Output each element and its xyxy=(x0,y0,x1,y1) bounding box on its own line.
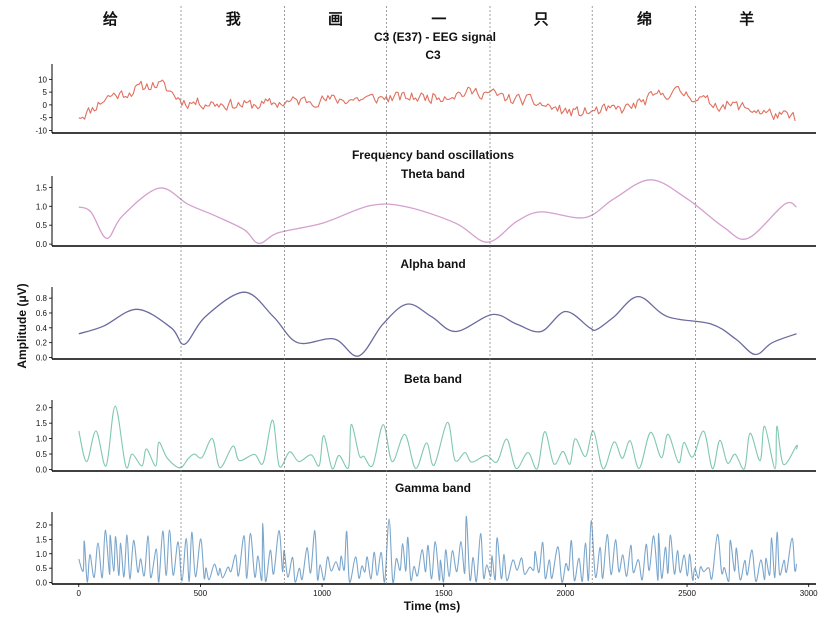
series-line-beta xyxy=(78,405,798,470)
x-axis-label: Time (ms) xyxy=(404,599,460,613)
word-label: 给 xyxy=(103,10,118,28)
series-line-gamma xyxy=(78,515,798,584)
word-label: 我 xyxy=(226,10,241,28)
y-axis-label: Amplitude (μV) xyxy=(15,283,29,368)
y-tick-label: 1.0 xyxy=(36,202,48,211)
band-heading: Frequency band oscillations xyxy=(352,148,514,162)
main-title: C3 (E37) - EEG signal xyxy=(374,30,496,44)
word-label: 羊 xyxy=(739,10,754,28)
y-tick-label: 0.0 xyxy=(36,354,48,363)
panel-title: Beta band xyxy=(404,372,462,386)
x-ticks: 0 500 1000 1500 2000 2500 3000 xyxy=(77,584,818,598)
panel-theta: Theta band 0.0 0.5 1.0 1.5 xyxy=(36,167,816,249)
word-label: 绵 xyxy=(637,10,652,28)
y-tick-label: 0.6 xyxy=(36,309,48,318)
word-label: 只 xyxy=(534,10,549,28)
y-tick-label: -10 xyxy=(35,126,47,135)
y-tick-label: 1.0 xyxy=(36,435,48,444)
word-boundary-lines xyxy=(180,6,696,584)
panel-c3: C3 -10 -5 0 5 10 xyxy=(35,48,816,135)
x-tick-label: 2500 xyxy=(678,589,696,598)
y-tick-label: 0.8 xyxy=(36,294,48,303)
word-label: 一 xyxy=(431,10,446,28)
y-tick-label: 0.4 xyxy=(36,324,48,333)
y-tick-label: 2.0 xyxy=(36,404,48,413)
y-tick-label: 0.0 xyxy=(36,240,48,249)
y-tick-label: 0.0 xyxy=(36,579,48,588)
series-line-c3 xyxy=(78,79,796,122)
y-tick-label: 1.5 xyxy=(36,535,48,544)
panel-title: Theta band xyxy=(401,167,465,181)
y-tick-label: 1.5 xyxy=(36,419,48,428)
x-tick-label: 500 xyxy=(194,589,208,598)
x-tick-label: 1000 xyxy=(313,589,331,598)
y-tick-label: -5 xyxy=(40,114,48,123)
panel-title: C3 xyxy=(425,48,441,62)
x-tick-label: 1500 xyxy=(435,589,453,598)
panel-beta: Beta band 0.0 0.5 1.0 1.5 2.0 xyxy=(36,372,816,474)
series-line-theta xyxy=(78,179,797,245)
y-tick-label: 0.5 xyxy=(36,450,48,459)
x-tick-label: 3000 xyxy=(800,589,818,598)
y-tick-label: 0 xyxy=(43,101,48,110)
y-tick-label: 1.5 xyxy=(36,183,48,192)
y-tick-label: 0.5 xyxy=(36,564,48,573)
y-tick-label: 1.0 xyxy=(36,550,48,559)
panel-title: Gamma band xyxy=(395,481,471,495)
panel-title: Alpha band xyxy=(400,257,465,271)
y-tick-label: 0.5 xyxy=(36,221,48,230)
word-labels: 给我画一只绵羊 xyxy=(103,10,754,28)
x-tick-label: 2000 xyxy=(556,589,574,598)
y-tick-label: 0.0 xyxy=(36,465,48,474)
y-tick-label: 5 xyxy=(43,88,48,97)
y-tick-label: 2.0 xyxy=(36,521,48,530)
panel-gamma: Gamma band 0.0 0.5 1.0 1.5 2.0 xyxy=(36,481,816,588)
x-tick-label: 0 xyxy=(77,589,82,598)
panels: C3 -10 -5 0 5 10 Theta band 0.0 0.5 1.0 1.5 Alpha b… xyxy=(35,48,818,598)
series-line-alpha xyxy=(78,291,797,357)
panel-alpha: Alpha band 0.0 0.2 0.4 0.6 0.8 xyxy=(36,257,816,363)
y-tick-label: 0.2 xyxy=(36,339,48,348)
y-tick-label: 10 xyxy=(38,75,47,84)
word-label: 画 xyxy=(328,10,343,28)
